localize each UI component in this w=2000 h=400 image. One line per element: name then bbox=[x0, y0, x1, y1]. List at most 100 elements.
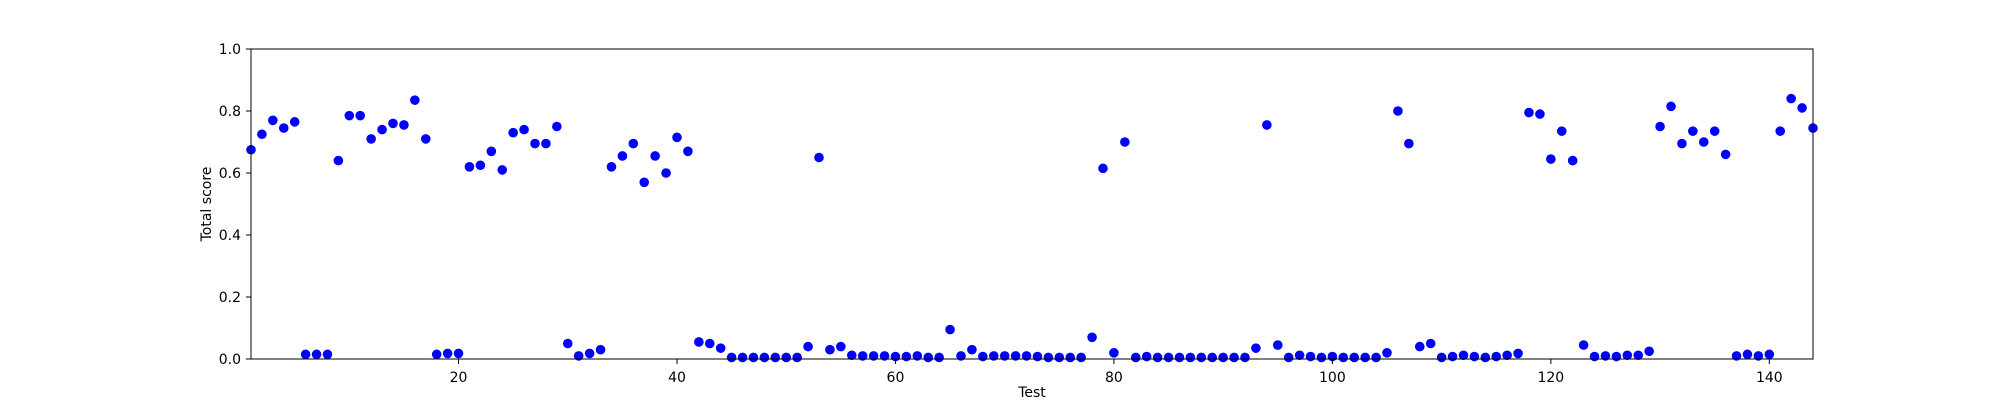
data-point bbox=[1087, 333, 1097, 343]
data-point bbox=[738, 353, 748, 363]
data-point bbox=[1590, 352, 1600, 362]
data-point bbox=[497, 165, 507, 175]
data-point bbox=[1404, 139, 1414, 149]
data-point bbox=[1655, 122, 1665, 132]
data-point bbox=[672, 133, 682, 143]
data-point bbox=[1775, 126, 1785, 136]
data-point bbox=[1142, 352, 1152, 362]
data-point bbox=[421, 134, 431, 144]
data-point bbox=[508, 128, 518, 138]
data-point bbox=[1273, 340, 1283, 350]
data-point bbox=[432, 350, 442, 360]
data-point bbox=[355, 111, 365, 121]
x-tick-label: 60 bbox=[887, 370, 905, 386]
data-point bbox=[749, 353, 759, 363]
data-point bbox=[978, 352, 988, 362]
data-point bbox=[1284, 353, 1294, 363]
data-point bbox=[1721, 150, 1731, 160]
data-point bbox=[1186, 353, 1196, 363]
data-point bbox=[1688, 126, 1698, 136]
data-point bbox=[1164, 353, 1174, 363]
data-point bbox=[1251, 343, 1261, 353]
data-point bbox=[257, 129, 267, 139]
data-point bbox=[1546, 154, 1556, 164]
data-point bbox=[1666, 102, 1676, 112]
y-tick-label: 0.4 bbox=[219, 228, 241, 244]
data-point bbox=[923, 353, 933, 363]
data-point bbox=[1491, 352, 1501, 362]
data-point bbox=[683, 147, 693, 157]
data-point bbox=[1044, 353, 1054, 363]
data-point bbox=[596, 345, 606, 355]
data-point bbox=[1612, 352, 1622, 362]
y-tick-label: 0.2 bbox=[219, 290, 241, 306]
data-point bbox=[487, 147, 497, 157]
data-point bbox=[1382, 348, 1392, 358]
data-point bbox=[366, 134, 376, 144]
data-point bbox=[792, 353, 802, 363]
data-point bbox=[1470, 352, 1480, 362]
data-point bbox=[1437, 353, 1447, 363]
x-tick-label: 20 bbox=[450, 370, 468, 386]
data-point bbox=[1033, 352, 1043, 362]
data-point bbox=[694, 337, 704, 347]
data-point bbox=[716, 343, 726, 353]
data-point bbox=[279, 123, 289, 133]
data-point bbox=[1120, 137, 1130, 147]
data-point bbox=[1579, 340, 1589, 350]
data-point bbox=[323, 350, 333, 360]
data-point bbox=[1371, 353, 1381, 363]
data-point bbox=[1765, 350, 1775, 360]
x-tick-label: 80 bbox=[1105, 370, 1123, 386]
data-point bbox=[1076, 353, 1086, 363]
data-point bbox=[1197, 353, 1207, 363]
data-point bbox=[1513, 349, 1523, 359]
x-tick-label: 140 bbox=[1756, 370, 1783, 386]
data-point bbox=[1065, 353, 1075, 363]
data-point bbox=[1415, 342, 1425, 352]
y-tick-label: 0.6 bbox=[219, 166, 241, 182]
data-point bbox=[1098, 164, 1108, 174]
data-point bbox=[1131, 353, 1141, 363]
data-point bbox=[1426, 339, 1436, 349]
data-point bbox=[1240, 353, 1250, 363]
data-point bbox=[1797, 103, 1807, 113]
data-point bbox=[1339, 353, 1349, 363]
data-point bbox=[585, 349, 595, 359]
data-point bbox=[541, 139, 551, 149]
data-point bbox=[1535, 109, 1545, 119]
data-point bbox=[967, 345, 977, 355]
data-point bbox=[727, 353, 737, 363]
data-point bbox=[1175, 353, 1185, 363]
data-point bbox=[1524, 108, 1534, 118]
data-point bbox=[1557, 126, 1567, 136]
data-point bbox=[607, 162, 617, 172]
data-point bbox=[639, 178, 649, 188]
data-point bbox=[1218, 353, 1228, 363]
data-point bbox=[1055, 353, 1065, 363]
data-point bbox=[902, 352, 912, 362]
data-point bbox=[1743, 350, 1753, 360]
data-point bbox=[760, 353, 770, 363]
data-point bbox=[1699, 137, 1709, 147]
data-point bbox=[1393, 106, 1403, 116]
data-point bbox=[465, 162, 475, 172]
y-tick-label: 0.8 bbox=[219, 104, 241, 120]
data-point bbox=[1360, 353, 1370, 363]
data-point bbox=[334, 156, 344, 166]
y-tick-label: 1.0 bbox=[219, 42, 241, 58]
data-point bbox=[1109, 348, 1119, 358]
data-point bbox=[1153, 353, 1163, 363]
data-point bbox=[476, 160, 486, 170]
data-point bbox=[1306, 352, 1316, 362]
data-point bbox=[1710, 126, 1720, 136]
data-point bbox=[399, 120, 409, 130]
data-point bbox=[1786, 94, 1796, 104]
data-point bbox=[345, 111, 355, 121]
data-point bbox=[552, 122, 562, 132]
data-point bbox=[705, 339, 715, 349]
data-point bbox=[388, 119, 398, 129]
data-point bbox=[377, 125, 387, 135]
